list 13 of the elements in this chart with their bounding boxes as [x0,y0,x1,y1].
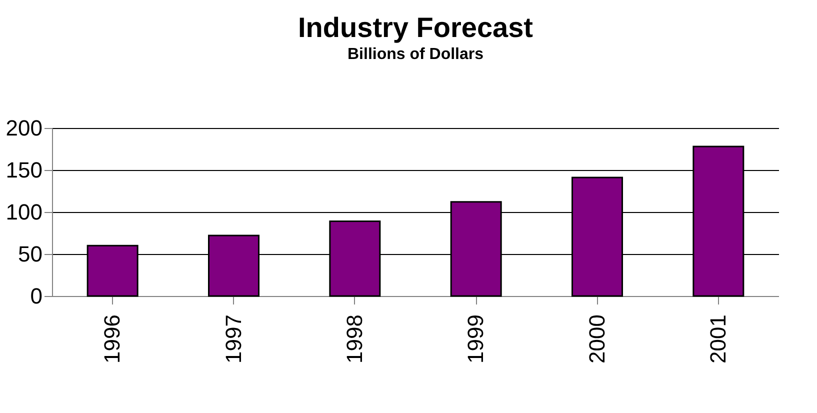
y-tick-label: 0 [30,284,42,308]
y-tick-label: 200 [6,116,42,140]
y-tick-label: 100 [6,200,42,224]
x-tick-label: 2001 [705,314,730,364]
chart-title: Industry Forecast [298,12,533,43]
y-tick-label: 50 [18,242,42,266]
y-tick-label: 150 [6,158,42,182]
x-tick-label: 2000 [584,314,610,364]
x-tick-label: 1996 [100,314,125,364]
chart-subtitle: Billions of Dollars [347,46,484,63]
x-tick-label: 1997 [220,314,246,364]
x-tick-label: 1999 [463,314,488,364]
x-tick-label: 1998 [342,314,367,364]
